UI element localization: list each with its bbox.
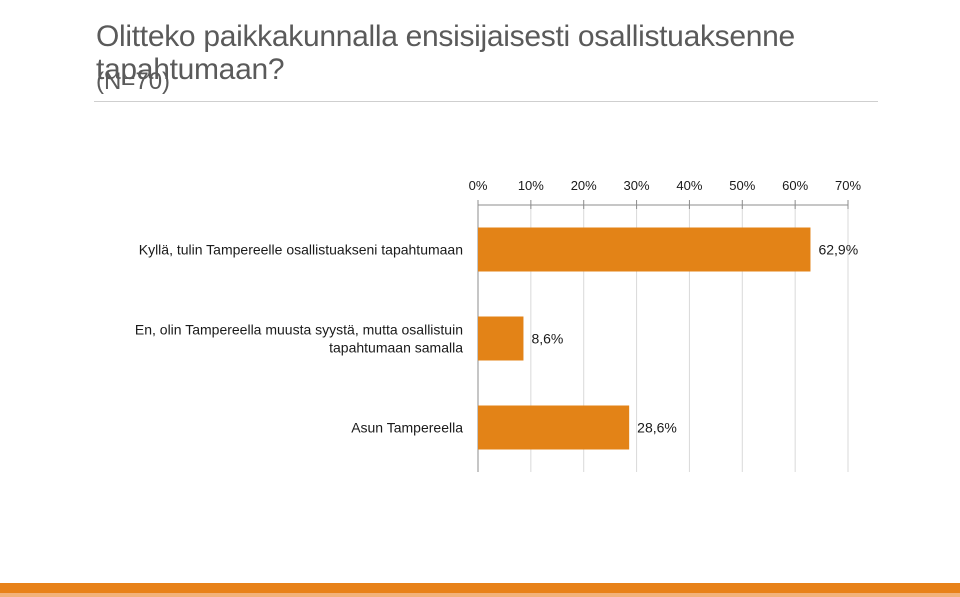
- bar: [478, 316, 524, 361]
- x-tick-label: 70%: [835, 178, 861, 193]
- data-label: 28,6%: [637, 420, 677, 436]
- slide-title: Olitteko paikkakunnalla ensisijaisesti o…: [96, 20, 795, 87]
- category-label: Kyllä, tulin Tampereelle osallistuakseni…: [139, 242, 463, 258]
- bar: [478, 405, 630, 450]
- x-tick-label: 10%: [518, 178, 544, 193]
- footer-accent-bar-light: [0, 593, 960, 597]
- x-tick-label: 0%: [469, 178, 488, 193]
- footer-accent-bar: [0, 583, 960, 593]
- x-tick-label: 40%: [676, 178, 702, 193]
- data-label: 8,6%: [531, 331, 563, 347]
- x-tick-label: 60%: [782, 178, 808, 193]
- slide-subtitle: (N=70): [96, 68, 171, 95]
- category-label: tapahtumaan samalla: [329, 340, 463, 356]
- x-tick-label: 50%: [729, 178, 755, 193]
- data-label: 62,9%: [818, 242, 858, 258]
- title-divider: [94, 101, 878, 102]
- x-tick-label: 30%: [624, 178, 650, 193]
- category-label: Asun Tampereella: [351, 420, 463, 436]
- category-label: En, olin Tampereella muusta syystä, mutt…: [135, 322, 463, 338]
- x-tick-label: 20%: [571, 178, 597, 193]
- bar: [478, 227, 811, 272]
